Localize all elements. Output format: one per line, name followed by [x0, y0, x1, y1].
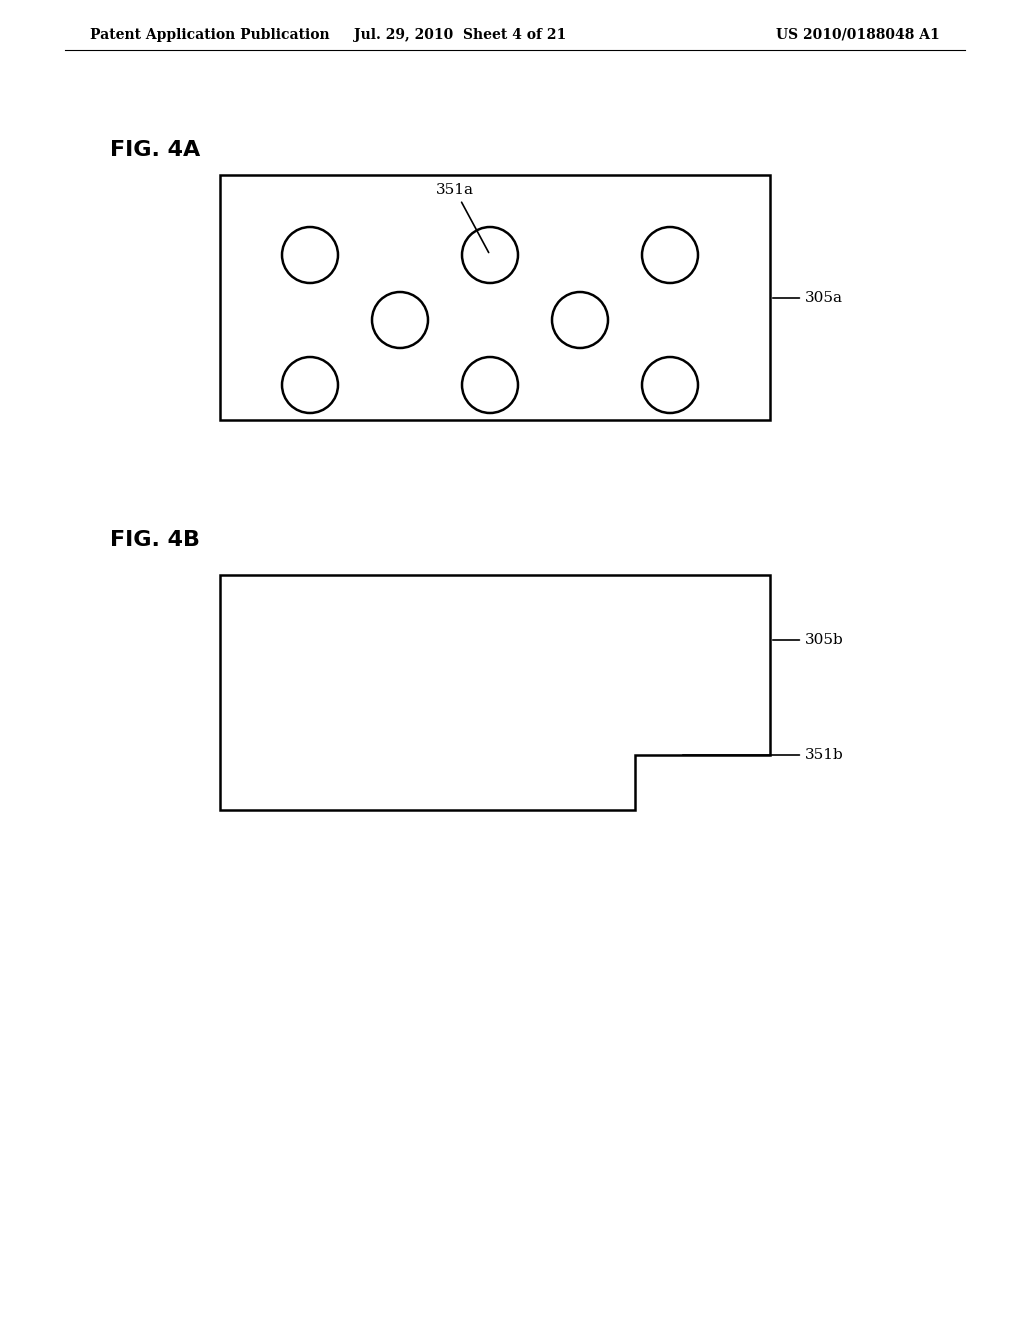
Bar — [220, 176, 770, 420]
Text: US 2010/0188048 A1: US 2010/0188048 A1 — [776, 28, 940, 42]
Ellipse shape — [282, 227, 338, 282]
Ellipse shape — [372, 292, 428, 348]
Polygon shape — [220, 576, 770, 810]
Ellipse shape — [462, 356, 518, 413]
Text: 351a: 351a — [436, 183, 488, 252]
Ellipse shape — [552, 292, 608, 348]
Ellipse shape — [282, 356, 338, 413]
Ellipse shape — [462, 227, 518, 282]
Text: Jul. 29, 2010  Sheet 4 of 21: Jul. 29, 2010 Sheet 4 of 21 — [354, 28, 566, 42]
Ellipse shape — [642, 356, 698, 413]
Text: 351b: 351b — [683, 748, 844, 762]
Text: 305b: 305b — [773, 634, 844, 647]
Text: Patent Application Publication: Patent Application Publication — [90, 28, 330, 42]
Text: FIG. 4B: FIG. 4B — [110, 531, 200, 550]
Text: FIG. 4A: FIG. 4A — [110, 140, 201, 160]
Ellipse shape — [642, 227, 698, 282]
Text: 305a: 305a — [773, 290, 843, 305]
